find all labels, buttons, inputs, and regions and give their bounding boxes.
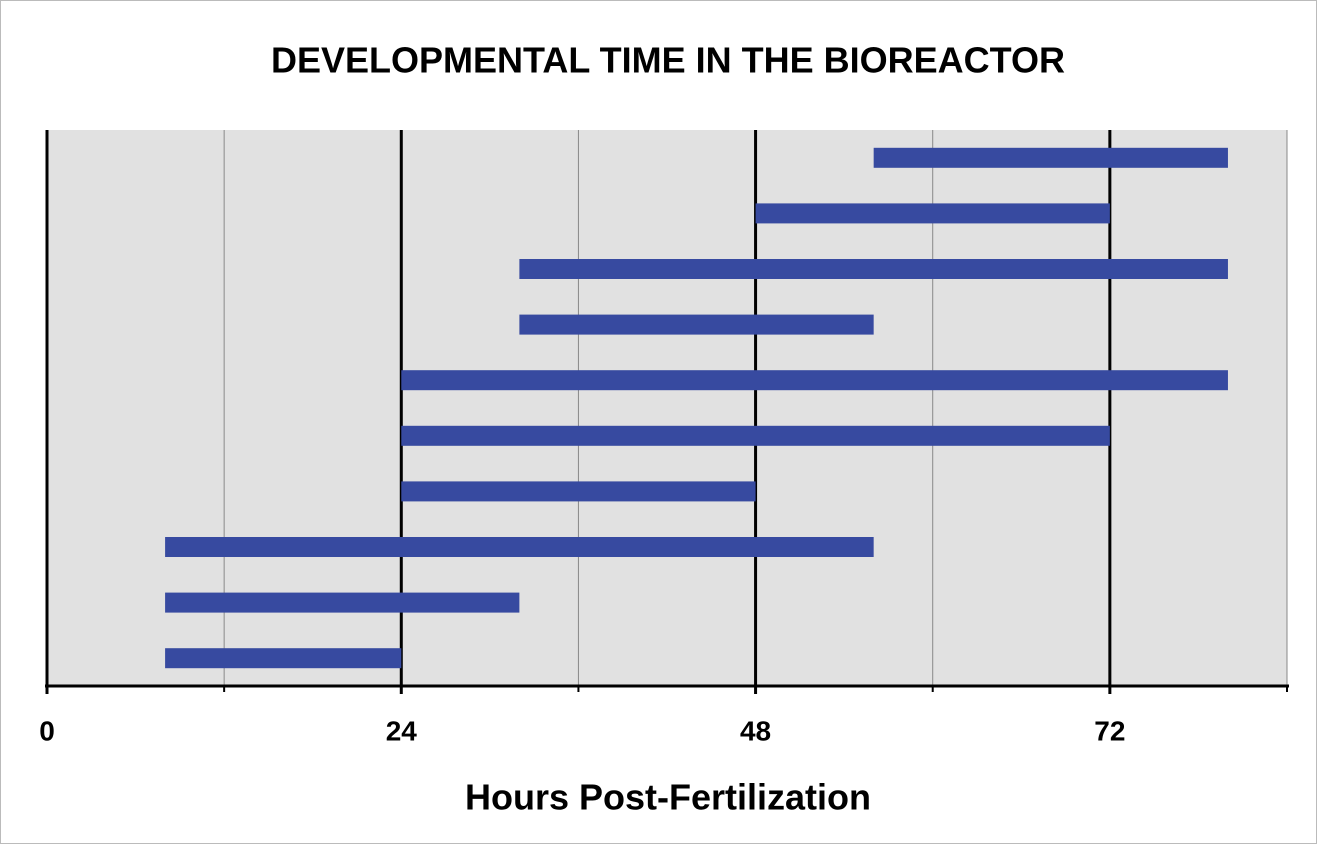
bar	[519, 259, 1228, 279]
bar	[165, 592, 520, 613]
x-tick-label: 48	[740, 715, 771, 746]
bar	[165, 648, 402, 669]
x-tick-label: 24	[386, 715, 418, 746]
bar	[165, 537, 874, 557]
x-tick-label: 72	[1094, 715, 1125, 746]
bar	[519, 314, 874, 335]
x-tick-label: 0	[39, 715, 55, 746]
bar	[401, 425, 1110, 446]
bar	[755, 203, 1110, 224]
bar	[401, 370, 1228, 391]
bar	[401, 481, 756, 502]
chart-title: DEVELOPMENTAL TIME IN THE BIOREACTOR	[271, 40, 1065, 81]
x-axis-title: Hours Post-Fertilization	[465, 777, 871, 818]
bar	[873, 147, 1228, 168]
